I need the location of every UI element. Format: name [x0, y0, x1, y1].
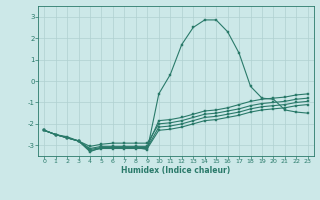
- X-axis label: Humidex (Indice chaleur): Humidex (Indice chaleur): [121, 166, 231, 175]
